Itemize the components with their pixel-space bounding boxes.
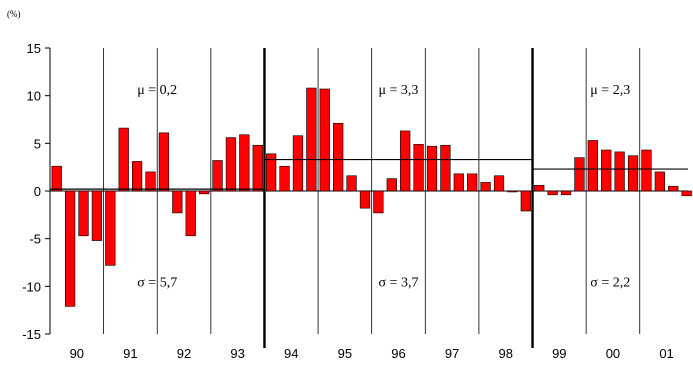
- bar: [292, 135, 304, 192]
- bar: [601, 149, 612, 192]
- bar: [641, 149, 652, 192]
- x-tick-label: 93: [230, 346, 244, 361]
- bar: [373, 190, 384, 214]
- bar: [560, 190, 572, 196]
- bar: [172, 190, 183, 214]
- bar: [627, 155, 639, 192]
- mean-label: μ = 3,3: [379, 83, 419, 98]
- y-axis: -15 -10 -5 0 5 10 15: [22, 41, 688, 342]
- stddev-label: σ = 5,7: [137, 275, 177, 290]
- x-tick-labels: 90 91 92 93 94 95 96 97 98 99 00 01: [70, 346, 674, 361]
- mean-label: μ = 0,2: [137, 83, 177, 98]
- bar: [279, 165, 290, 192]
- bar: [64, 190, 76, 307]
- x-tick-label: 90: [70, 346, 84, 361]
- bar: [413, 143, 424, 192]
- bar: [574, 157, 585, 192]
- x-tick-label: 99: [552, 346, 566, 361]
- bar: [507, 190, 518, 193]
- bar: [145, 171, 156, 192]
- bar: [239, 134, 250, 192]
- y-tick-label: -15: [22, 327, 41, 342]
- bar: [118, 127, 129, 192]
- x-tick-label: 91: [123, 346, 137, 361]
- bar: [654, 171, 665, 192]
- bar: [587, 140, 598, 192]
- y-tick-label: 0: [34, 184, 41, 199]
- x-tick-label: 97: [445, 346, 459, 361]
- bar: [266, 153, 277, 192]
- bar: [520, 190, 531, 212]
- unit-label: (%): [7, 9, 21, 19]
- stddev-label: σ = 3,7: [379, 275, 419, 290]
- bar: [78, 190, 89, 237]
- bar: [306, 87, 317, 192]
- bar: [51, 165, 62, 192]
- bar: [493, 175, 505, 192]
- bar: [386, 178, 397, 192]
- period-statistics: μ = 0,2 σ = 5,7 μ = 3,3 σ = 3,7 μ = 2,3 σ = 2…: [137, 83, 630, 291]
- bar: [346, 175, 357, 192]
- bar: [453, 173, 464, 192]
- bar: [668, 185, 679, 192]
- bar: [91, 190, 103, 241]
- x-tick-label: 96: [391, 346, 405, 361]
- year-separators: [103, 48, 641, 348]
- bar: [105, 190, 116, 266]
- bar: [547, 190, 558, 196]
- x-tick-label: 94: [284, 346, 298, 361]
- bar: [319, 88, 330, 192]
- y-tick-label: 10: [27, 89, 41, 104]
- bar: [534, 184, 545, 192]
- bar: [333, 123, 344, 192]
- x-tick-label: 92: [177, 346, 191, 361]
- mean-label: μ = 2,3: [590, 83, 630, 98]
- bar: [440, 144, 451, 192]
- x-tick-label: 95: [338, 346, 352, 361]
- bars: [51, 87, 692, 307]
- bar: [480, 182, 491, 192]
- x-tick-label: 98: [498, 346, 512, 361]
- y-tick-label: 5: [34, 136, 41, 151]
- bar: [252, 144, 263, 192]
- bar: [212, 160, 223, 192]
- bar: [359, 190, 371, 209]
- y-tick-label: -10: [22, 279, 41, 294]
- x-tick-label: 00: [606, 346, 620, 361]
- period-mean-lines: [50, 158, 688, 190]
- bar: [199, 190, 210, 195]
- y-tick-label: 15: [27, 41, 41, 56]
- bar: [185, 190, 196, 237]
- y-tick-label: -5: [29, 232, 41, 247]
- bar: [426, 145, 438, 192]
- bar: [614, 151, 625, 192]
- bar: [158, 132, 170, 192]
- x-tick-label: 01: [659, 346, 673, 361]
- bar: [400, 130, 411, 192]
- bar: [681, 190, 692, 197]
- bar: [467, 173, 478, 192]
- stddev-label: σ = 2,2: [590, 275, 630, 290]
- bar: [131, 161, 143, 192]
- bar: [225, 137, 237, 192]
